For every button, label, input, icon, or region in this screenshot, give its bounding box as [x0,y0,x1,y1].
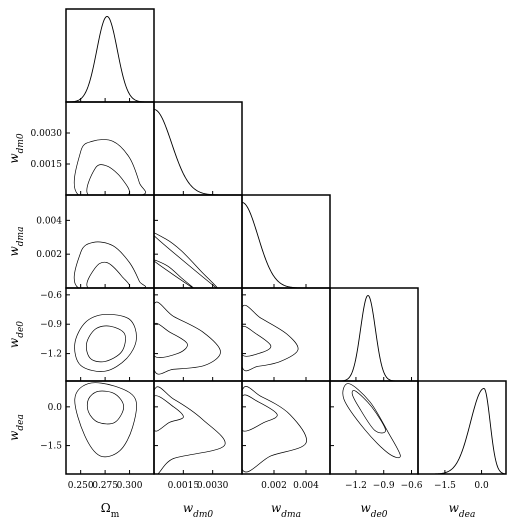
panel-wdm0-wdea [153,380,243,475]
x-tick-label: 0.250 [68,481,94,491]
contour-om-wdea-inner [86,390,125,425]
contour-om-wdm0-outer [73,139,146,195]
x-axis-title-wdm0: wdm0 [183,501,214,520]
marginal-wdm0 [153,108,242,196]
marginal-wdea [418,387,507,475]
panel-wdm0-wdm0 [153,101,243,196]
contour-wdma-wde0-outer [242,304,299,372]
panel-wdm0-wdma [153,194,243,289]
y-tick-label: 0.0030 [31,129,63,139]
marginal-wde0 [330,294,418,382]
x-tick-label: 0.002 [261,481,287,491]
contour-wdm0-wdea-inner [154,395,184,432]
panel-om-wde0 [65,287,155,382]
contour-om-wde0-inner [85,325,126,363]
x-tick-label: 0.0015 [168,481,200,491]
y-axis-title-wdea: wdea [7,414,26,441]
contour-wdm0-wde0-outer [154,301,221,375]
contour-om-wde0-outer [74,313,137,372]
y-tick-label: −0.6 [40,291,62,301]
panel-om-wdm0 [65,101,155,196]
contour-wde0-wdea-inner [351,390,386,434]
contour-wde0-wdea-outer [342,383,401,459]
y-tick-label: 0.004 [36,216,62,226]
x-tick-label: −0.9 [373,481,395,491]
contour-om-wdma-inner [86,261,130,288]
y-tick-label: −0.9 [40,320,62,330]
x-tick-label: 0.004 [293,481,319,491]
y-tick-label: −1.2 [40,350,62,360]
contour-wdm0-wdma-outer [154,232,219,288]
contour-om-wdma-outer [73,241,146,288]
marginal-wdma [241,201,330,289]
contour-wdma-wdea-outer [242,386,307,473]
contour-om-wdea-outer [74,382,137,458]
y-axis-title-wdm0: wdm0 [7,133,26,164]
x-axis-title-om: Ωm [101,501,120,520]
x-tick-label: −0.6 [401,481,423,491]
contour-wdma-wde0-inner [242,325,272,357]
panel-om-wdea [65,380,155,475]
x-axis-title-wdma: wdma [271,501,301,520]
contour-wdm0-wde0-inner [154,322,188,358]
panel-om-wdma [65,194,155,289]
contour-wdm0-wdma-inner [154,259,195,288]
x-axis-title-wde0: wde0 [360,501,387,520]
y-tick-label: 0.002 [36,250,62,260]
contour-wdm0-wdea-outer [154,386,226,474]
x-tick-label: 0.300 [117,481,143,491]
y-axis-title-wde0: wde0 [7,321,26,348]
y-tick-label: 0.0 [48,403,63,413]
panel-wde0-wde0 [329,287,419,382]
panel-om-om [65,8,155,103]
x-axis-title-wdea: wdea [449,501,476,520]
y-axis-title-wdma: wdma [7,227,26,257]
x-tick-label: −1.2 [345,481,367,491]
contour-om-wdm0-inner [86,164,130,195]
y-tick-label: −1.5 [40,442,62,452]
x-tick-label: −1.5 [434,481,456,491]
x-tick-label: 0.0 [474,481,489,491]
marginal-om [65,15,154,103]
x-tick-label: 0.0030 [197,481,229,491]
panel-wdea-wdea [417,380,507,475]
y-tick-label: 0.0015 [31,160,63,170]
contour-wdma-wdea-inner [242,394,278,432]
x-tick-label: 0.275 [92,481,118,491]
panel-wdma-wdma [241,194,331,289]
